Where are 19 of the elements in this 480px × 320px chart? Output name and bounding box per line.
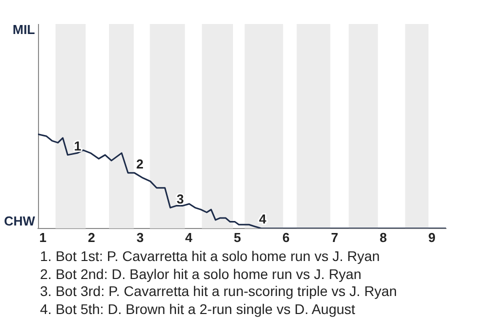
text: 1. Bot 1st: P. Cavarretta hit a solo home run vs J. Ryan bbox=[40, 248, 381, 266]
annotation: 2 bbox=[136, 156, 144, 172]
x-tick-label: 9 bbox=[428, 230, 436, 245]
text: 2. Bot 2nd: D. Baylor hit a solo home run vs J. Ryan bbox=[40, 266, 362, 283]
text: CHW bbox=[4, 213, 36, 228]
text: 3. Bot 3rd: P. Cavarretta hit a run-scoring triple vs J. Ryan bbox=[40, 283, 398, 300]
text: MIL bbox=[12, 22, 36, 38]
annotation: 3 bbox=[176, 191, 184, 206]
x-tick-label: 5 bbox=[234, 230, 241, 245]
annotation: 4 bbox=[259, 211, 268, 226]
annotation: 1 bbox=[74, 138, 82, 154]
text: 4. Bot 5th: D. Brown hit a 2-run single vs D. August bbox=[40, 300, 356, 318]
x-tick-label: 4 bbox=[185, 230, 194, 245]
x-tick-label: 3 bbox=[136, 230, 144, 245]
x-tick-label: 8 bbox=[380, 230, 387, 245]
x-tick-label: 7 bbox=[331, 230, 338, 245]
x-tick-label: 1 bbox=[39, 230, 46, 245]
x-tick-label: 2 bbox=[88, 230, 96, 245]
x-tick-label: 6 bbox=[282, 230, 290, 245]
